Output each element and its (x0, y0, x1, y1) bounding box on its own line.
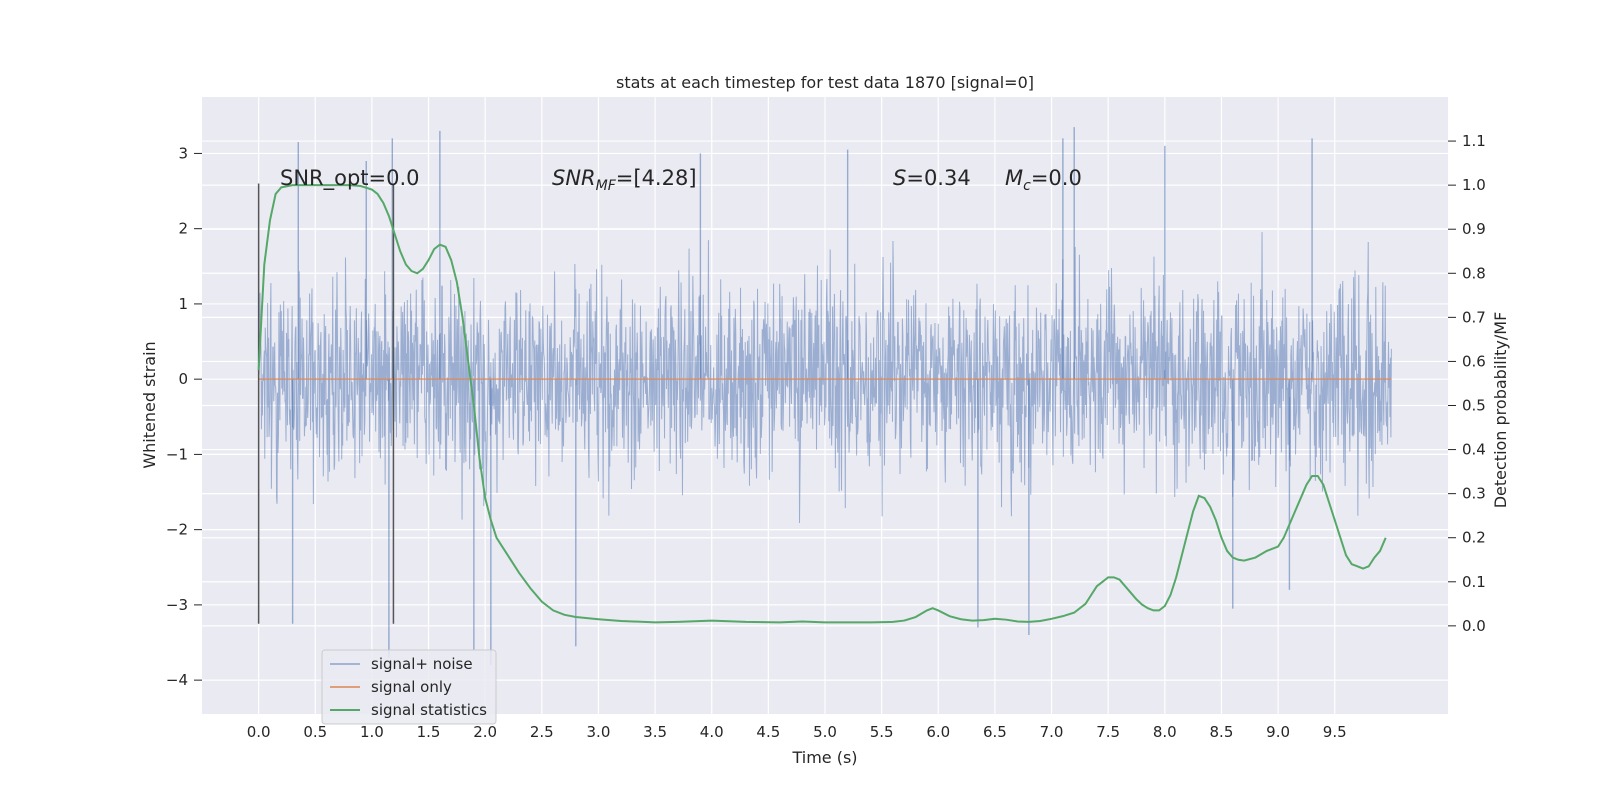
x-tick-label: 2.5 (530, 723, 554, 741)
y-tick-label: 0 (178, 370, 188, 388)
x-tick-label: 0.0 (247, 723, 271, 741)
y-tick-label: 3 (178, 144, 188, 162)
x-tick-label: 4.0 (700, 723, 724, 741)
chart-title: stats at each timestep for test data 187… (616, 73, 1034, 92)
x-tick-label: 6.5 (983, 723, 1007, 741)
y-axis-ticks: 3 2 1 0 −1 −2 −3 −4 (166, 144, 202, 689)
mc-base: M (1005, 166, 1023, 190)
y2-tick-label: 0.9 (1462, 220, 1486, 238)
x-tick-label: 9.5 (1323, 723, 1347, 741)
y2-tick-label: 0.6 (1462, 352, 1486, 370)
x-tick-label: 0.5 (303, 723, 327, 741)
legend-label-signal-only: signal only (371, 678, 452, 696)
y2-tick-label: 0.7 (1462, 308, 1486, 326)
y2-tick-label: 0.5 (1462, 397, 1486, 415)
vertical-markers (257, 183, 395, 624)
x-tick-label: 1.5 (417, 723, 441, 741)
y-tick-label: −2 (166, 521, 188, 539)
y2-tick-label: 0.0 (1462, 617, 1486, 635)
y2-axis-ticks: 1.1 1.0 0.9 0.8 0.7 0.6 0.5 0.4 0.3 0.2 0.1 0.0 (1448, 132, 1486, 635)
snr-opt-annotation: SNR_opt=0.0 (280, 166, 420, 191)
snr-mf-value: =[4.28] (616, 166, 697, 190)
x-tick-label: 5.0 (813, 723, 837, 741)
x-tick-label: 6.0 (926, 723, 950, 741)
legend-label-signal-statistics: signal statistics (371, 701, 487, 719)
y2-tick-label: 0.4 (1462, 441, 1486, 459)
x-tick-label: 7.0 (1040, 723, 1064, 741)
x-tick-label: 2.0 (473, 723, 497, 741)
snr-mf-annotation: SNRMF=[4.28] (552, 166, 697, 194)
y-tick-label: −4 (166, 671, 188, 689)
x-tick-label: 8.5 (1210, 723, 1234, 741)
signal-noise-trace (258, 127, 1392, 666)
mc-annotation: Mc=0.0 (1005, 166, 1082, 194)
y2-tick-label: 0.3 (1462, 485, 1486, 503)
y2-axis-label: Detection probability/MF (1491, 312, 1510, 509)
signal-statistics-line (257, 184, 1387, 624)
y-tick-label: −1 (166, 445, 188, 463)
y-tick-label: 1 (178, 295, 188, 313)
s-value: =0.34 (906, 166, 970, 190)
mc-value: =0.0 (1031, 166, 1082, 190)
x-tick-label: 3.5 (643, 723, 667, 741)
x-tick-label: 8.0 (1153, 723, 1177, 741)
x-tick-label: 1.0 (360, 723, 384, 741)
legend-label-signal-noise: signal+ noise (371, 655, 473, 673)
y-tick-label: −3 (166, 596, 188, 614)
x-tick-label: 9.0 (1266, 723, 1290, 741)
legend-box (321, 649, 497, 725)
snr-mf-base: SNR (552, 166, 596, 190)
x-tick-label: 3.0 (587, 723, 611, 741)
y-axis-label: Whitened strain (140, 341, 159, 468)
y2-tick-label: 0.8 (1462, 264, 1486, 282)
x-tick-label: 7.5 (1096, 723, 1120, 741)
mc-sub: c (1023, 178, 1031, 194)
x-tick-label: 4.5 (756, 723, 780, 741)
y2-tick-label: 0.1 (1462, 573, 1486, 591)
noise-trace (258, 232, 1392, 524)
x-tick-label: 5.5 (870, 723, 894, 741)
s-annotation: S=0.34 (893, 166, 971, 190)
x-axis-ticks: 0.0 0.5 1.0 1.5 2.0 2.5 3.0 3.5 4.0 4.5 5.0 5.5 6.0 6… (247, 723, 1347, 741)
y2-gridlines (202, 140, 1448, 627)
y2-tick-label: 0.2 (1462, 529, 1486, 547)
x-axis-label: Time (s) (791, 748, 857, 767)
s-base: S (893, 166, 906, 190)
y-tick-label: 2 (178, 220, 188, 238)
y2-tick-label: 1.0 (1462, 176, 1486, 194)
snr-mf-sub: MF (596, 178, 617, 194)
y2-tick-label: 1.1 (1462, 132, 1486, 150)
legend: signal+ noise signal only signal statist… (321, 649, 497, 725)
